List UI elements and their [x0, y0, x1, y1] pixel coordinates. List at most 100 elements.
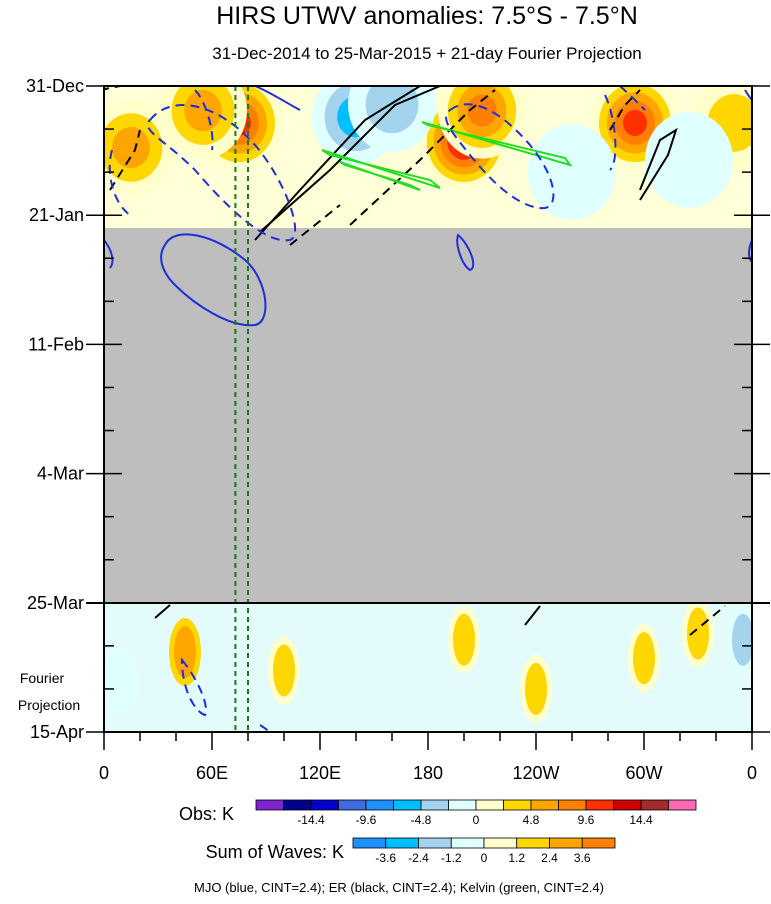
- y-tick-label: 4-Mar: [37, 464, 84, 484]
- colorbar-label: 4.8: [523, 813, 540, 827]
- colorbar-swatch: [418, 837, 452, 849]
- wave-anomaly-core: [525, 662, 547, 715]
- x-axis: 0 60E 120E 180 120W 60W 0: [99, 732, 757, 783]
- mjo-contour: [160, 233, 267, 327]
- colorbar-swatch: [385, 837, 419, 849]
- obs-colorbar: -14.4 -9.6 -4.8 0 4.8 9.6 14.4: [255, 799, 697, 827]
- mjo-contour: [108, 149, 131, 216]
- waves-colorbar: -3.6 -2.4 -1.2 0 1.2 2.4 3.6: [352, 837, 616, 865]
- colorbar-swatch: [283, 799, 312, 811]
- wave-anomaly-core: [732, 613, 752, 666]
- mjo-contour: [619, 86, 646, 111]
- mjo-contour: [146, 104, 296, 242]
- colorbar-label: 1.2: [508, 851, 525, 865]
- projection-label-line2: Projection: [18, 697, 80, 713]
- mjo-contour: [180, 657, 207, 717]
- er-contour: [259, 86, 441, 233]
- mjo-contour: [604, 94, 617, 171]
- waves-colorbar-label: Sum of Waves: K: [206, 842, 344, 862]
- colorbar-swatch: [338, 799, 367, 811]
- colorbar-label: -4.8: [411, 813, 432, 827]
- x-tick-label: 120E: [299, 763, 341, 783]
- kelvin-contour: [321, 149, 441, 189]
- colorbar-swatch: [585, 799, 614, 811]
- obs-anomaly-patch: [112, 126, 150, 169]
- y-tick-label: 31-Dec: [26, 76, 84, 96]
- chart-title: HIRS UTWV anomalies: 7.5°S - 7.5°N: [216, 2, 638, 30]
- colorbar-label: -2.4: [408, 851, 429, 865]
- legend-text: MJO (blue, CINT=2.4); ER (black, CINT=2.…: [194, 880, 604, 895]
- colorbar-swatch: [558, 799, 587, 811]
- colorbar-swatch: [516, 837, 550, 849]
- colorbar-label: 0: [473, 813, 480, 827]
- x-tick-label: 0: [99, 763, 109, 783]
- colorbar-label: -9.6: [356, 813, 377, 827]
- x-tick-label: 120W: [512, 763, 559, 783]
- obs-anomaly-patch: [184, 90, 222, 132]
- wave-anomaly-core: [174, 626, 196, 679]
- obs-anomaly-patch: [467, 94, 497, 127]
- wave-anomaly-core: [111, 656, 133, 709]
- missing-data-region: [104, 228, 752, 603]
- colorbar-label: -14.4: [297, 813, 325, 827]
- x-tick-label: 60W: [625, 763, 662, 783]
- colorbar-swatch: [420, 799, 449, 811]
- colorbar-label: 3.6: [574, 851, 591, 865]
- mjo-contour: [104, 239, 114, 269]
- mjo-contour: [445, 103, 555, 210]
- colorbar-swatch: [640, 799, 669, 811]
- colorbar-label: 2.4: [541, 851, 558, 865]
- obs-colorbar-label: Obs: K: [179, 804, 234, 824]
- colorbar-swatch: [365, 799, 394, 811]
- x-tick-label: 180: [413, 763, 443, 783]
- x-tick-label: 60E: [196, 763, 228, 783]
- obs-anomaly-patch: [645, 111, 733, 208]
- er-contour: [289, 204, 341, 246]
- colorbar-label: 9.6: [578, 813, 595, 827]
- colorbar-swatch: [503, 799, 532, 811]
- y-tick-label: 25-Mar: [27, 593, 84, 613]
- er-contours: [104, 86, 726, 636]
- wave-anomaly-core: [453, 613, 475, 666]
- colorbar-swatch: [668, 799, 697, 811]
- kelvin-contours: [321, 121, 573, 191]
- er-contour: [524, 605, 541, 626]
- colorbar-label: 14.4: [629, 813, 653, 827]
- colorbar-swatch: [255, 799, 284, 811]
- colorbar-label: -1.2: [441, 851, 462, 865]
- wave-anomaly-core: [633, 632, 655, 685]
- colorbar-swatch: [448, 799, 477, 811]
- colorbar-label: 0: [481, 851, 488, 865]
- er-contour: [154, 604, 171, 619]
- colorbar-label: -3.6: [375, 851, 396, 865]
- er-contour: [349, 89, 496, 226]
- obs-anomaly-patch: [623, 109, 647, 137]
- colorbar-swatch: [475, 799, 504, 811]
- kelvin-contour: [339, 161, 421, 191]
- mjo-contours: [104, 86, 752, 732]
- wave-anomaly-core: [273, 644, 295, 697]
- projection-label-line1: Fourier: [20, 670, 65, 686]
- mjo-contour: [254, 86, 301, 111]
- colorbar-swatch: [310, 799, 339, 811]
- colorbar-swatch: [530, 799, 559, 811]
- colorbar-swatch: [352, 837, 387, 849]
- waves-shading: [106, 599, 752, 723]
- wave-anomaly-core: [687, 607, 709, 660]
- er-contour: [689, 605, 726, 636]
- colorbar-swatch: [450, 837, 485, 849]
- colorbar-swatch: [549, 837, 583, 849]
- chart-subtitle: 31-Dec-2014 to 25-Mar-2015 + 21-day Four…: [212, 44, 641, 63]
- colorbar-swatch: [581, 837, 616, 849]
- y-tick-label: 21-Jan: [29, 205, 84, 225]
- colorbar-swatch: [483, 837, 518, 849]
- mjo-contour: [194, 89, 214, 151]
- er-contour: [109, 129, 141, 191]
- y-tick-label: 15-Apr: [30, 722, 84, 742]
- obs-anomaly-patch: [528, 124, 616, 221]
- mjo-contour: [259, 724, 271, 732]
- y-tick-label: 11-Feb: [28, 334, 84, 354]
- kelvin-contour: [421, 121, 573, 167]
- x-tick-label: 0: [747, 763, 757, 783]
